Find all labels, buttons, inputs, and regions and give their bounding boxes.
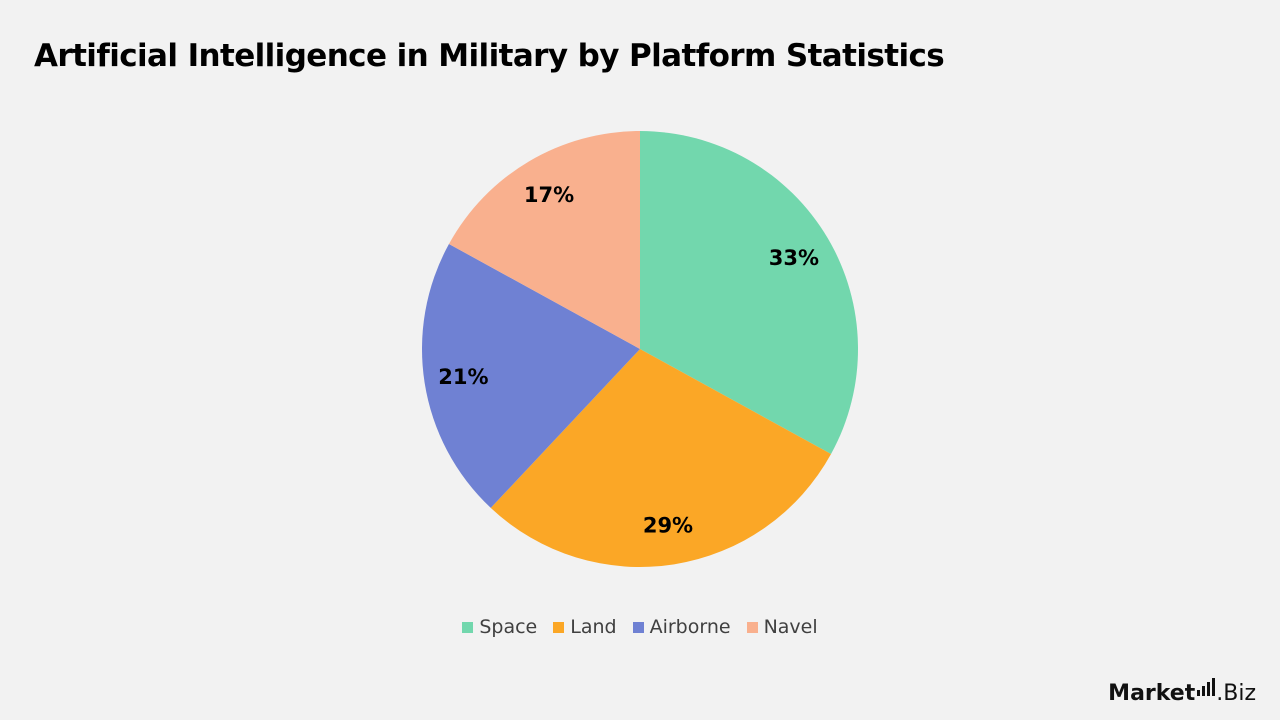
- legend-swatch: [553, 621, 565, 633]
- brand-name: Market: [1108, 681, 1196, 706]
- pie-slice-airborne: [421, 243, 640, 508]
- legend-item-space: Space: [462, 616, 537, 638]
- legend-swatch: [746, 621, 758, 633]
- legend-label: Space: [479, 616, 538, 638]
- slice-label-airborne: 21%: [438, 365, 488, 389]
- pie-slice-navel: [448, 131, 640, 349]
- legend-label: Land: [570, 616, 617, 638]
- bars-icon: [1197, 678, 1216, 696]
- legend-swatch: [632, 621, 644, 633]
- legend-swatch: [462, 621, 474, 633]
- legend-item-navel: Navel: [746, 616, 818, 638]
- legend-label: Airborne: [649, 616, 731, 638]
- pie-slice-land: [490, 349, 832, 567]
- brand-suffix: .Biz: [1216, 681, 1256, 706]
- chart-legend: Space Land Airborne Navel: [0, 616, 1280, 638]
- chart-title: Artificial Intelligence in Military by P…: [34, 38, 945, 74]
- legend-label: Navel: [763, 616, 818, 638]
- legend-item-airborne: Airborne: [632, 616, 731, 638]
- legend-item-land: Land: [553, 616, 617, 638]
- pie-slice-space: [640, 131, 859, 455]
- slice-label-space: 33%: [769, 246, 819, 270]
- brand-logo: Market .Biz: [1108, 678, 1256, 706]
- slice-label-land: 29%: [643, 514, 693, 538]
- slice-label-navel: 17%: [524, 183, 574, 207]
